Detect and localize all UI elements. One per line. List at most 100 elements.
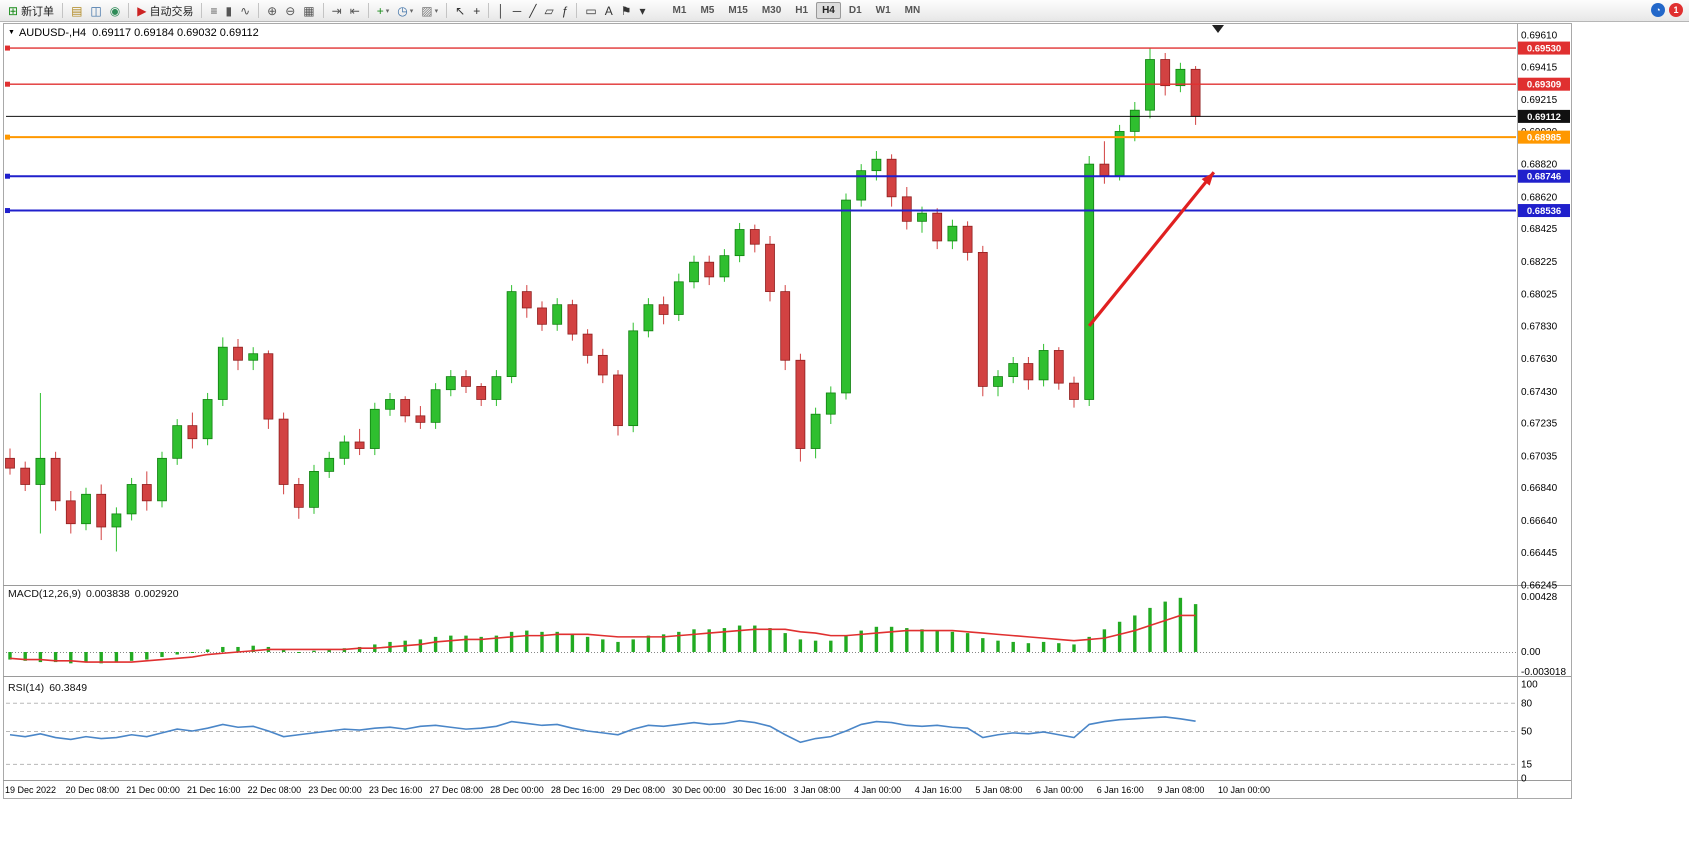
macd-bar [965, 633, 970, 652]
candle [886, 154, 897, 207]
candle [476, 383, 487, 407]
auto-scroll-icon[interactable]: ⇥ [328, 1, 346, 21]
price-tick-label: 0.69215 [1521, 95, 1558, 106]
objects-dropdown-icon[interactable]: ▾ [636, 1, 650, 21]
cursor-icon[interactable]: ↖ [451, 1, 469, 21]
shapes-icon[interactable]: ▭ [581, 1, 600, 21]
rsi-scale-label: 50 [1521, 727, 1533, 738]
rsi-value: 60.3849 [49, 682, 88, 694]
macd-bar [616, 641, 620, 652]
horizontal-line-icon: ─ [512, 3, 522, 18]
line-handle[interactable] [5, 134, 10, 140]
notification-badge[interactable]: 1 [1669, 3, 1683, 17]
timeframe-m15[interactable]: M15 [728, 5, 748, 16]
timeframe-m30[interactable]: M30 [761, 5, 782, 16]
candle [734, 222, 745, 263]
price-tag-label: 0.69530 [1527, 44, 1561, 55]
toolbar: ⊞ 新订单 ▤ ◫ ◉ ▶ 自动交易 ≡ ▮ ∿ ⊕ ⊖ ▦ ⇥ ⇤ + ▾ ◷ ▾ ▨ ▾ ↖ + │ ─ ╱ ▱ ƒ ▭ A ⚑ ▾ M1 M… [0, 0, 1689, 22]
macd-bar [8, 652, 12, 660]
macd-bar [753, 625, 757, 652]
macd-signal-value: 0.002920 [134, 588, 179, 600]
indicators-button[interactable]: + ▾ [373, 1, 394, 21]
toolbar-status-area: ◔ 1 [1651, 3, 1683, 17]
price-tick-label: 0.67235 [1521, 419, 1558, 430]
trendline-icon[interactable]: ╱ [525, 1, 540, 21]
zoom-in-icon[interactable]: ⊕ [263, 1, 281, 21]
text-icon[interactable]: A [601, 1, 617, 21]
periods-button[interactable]: ◷ ▾ [393, 1, 417, 21]
fibonacci-icon[interactable]: ƒ [558, 1, 573, 21]
server-connection-icon[interactable]: ◔ [1651, 3, 1665, 17]
line-chart-icon: ∿ [240, 3, 251, 18]
auto-trading-button[interactable]: ▶ 自动交易 [133, 1, 197, 21]
macd-bar [494, 635, 499, 652]
market-watch-icon[interactable]: ◉ [106, 1, 124, 21]
crosshair-icon[interactable]: + [469, 1, 484, 21]
timeframe-d1[interactable]: D1 [848, 5, 862, 16]
vertical-line-icon[interactable]: │ [493, 1, 509, 21]
new-order-button[interactable]: ⊞ 新订单 [4, 1, 58, 21]
macd-bar [935, 630, 939, 652]
line-chart-icon[interactable]: ∿ [236, 1, 254, 21]
chart-shift-marker[interactable] [1212, 25, 1224, 33]
time-axis-label: 28 Dec 16:00 [551, 785, 605, 795]
chevron-down-icon: ▾ [385, 7, 390, 15]
time-axis-label: 27 Dec 08:00 [430, 785, 484, 795]
chart-window-icon: ▤ [71, 3, 83, 18]
macd-bar [768, 628, 772, 652]
macd-bar [601, 639, 605, 652]
macd-bar [874, 626, 879, 652]
chart-collapse-icon[interactable]: ▼ [8, 29, 15, 36]
time-axis-label: 20 Dec 08:00 [66, 785, 120, 795]
arrow-tools-icon: ⚑ [620, 3, 632, 18]
candle [126, 477, 137, 521]
timeframe-m1[interactable]: M1 [672, 5, 687, 16]
rsi-name: RSI(14) [8, 682, 45, 694]
chart-window-icon[interactable]: ▤ [67, 1, 86, 21]
line-handle[interactable] [5, 81, 10, 87]
trend-arrow[interactable] [1087, 171, 1216, 327]
candle [385, 392, 395, 416]
candle [977, 245, 988, 397]
auto-trading-icon: ▶ [137, 3, 147, 18]
profile-icon[interactable]: ◫ [86, 1, 105, 21]
price-tick-label: 0.68620 [1521, 192, 1558, 203]
macd-bar [677, 631, 681, 652]
macd-bar [829, 640, 833, 652]
timeframe-mn[interactable]: MN [904, 5, 921, 16]
horizontal-line-icon[interactable]: ─ [509, 1, 526, 21]
indicators-icon: + [376, 3, 384, 18]
chart-shift-icon[interactable]: ⇤ [346, 1, 364, 21]
timeframe-h4[interactable]: H4 [816, 2, 841, 19]
macd-bar [707, 629, 711, 652]
timeframe-h1[interactable]: H1 [795, 5, 809, 16]
candles-layer [5, 48, 1201, 552]
line-handle[interactable] [5, 45, 10, 51]
macd-bar [357, 646, 362, 652]
candle [415, 406, 426, 429]
tile-windows-icon[interactable]: ▦ [299, 1, 318, 21]
symbol-period-label: AUDUSD-,H4 [18, 27, 87, 39]
text-icon: A [604, 3, 613, 18]
price-tag-label: 0.68985 [1527, 133, 1562, 144]
templates-button[interactable]: ▨ ▾ [417, 1, 442, 21]
candle [50, 451, 61, 511]
timeframe-w1[interactable]: W1 [875, 5, 891, 16]
zoom-out-icon[interactable]: ⊖ [281, 1, 299, 21]
bar-chart-icon[interactable]: ≡ [206, 1, 221, 21]
channel-icon[interactable]: ▱ [540, 1, 557, 21]
arrow-tools-icon[interactable]: ⚑ [617, 1, 636, 21]
candle [157, 451, 167, 508]
candle [400, 396, 411, 423]
candle [597, 348, 608, 384]
line-handle[interactable] [5, 208, 10, 214]
line-handle[interactable] [5, 173, 10, 179]
candle [1008, 356, 1019, 384]
candle [582, 329, 593, 364]
price-tick-label: 0.69610 [1521, 31, 1558, 42]
candle [704, 255, 715, 286]
time-axis-label: 23 Dec 16:00 [369, 785, 423, 795]
candlestick-chart-icon[interactable]: ▮ [221, 1, 236, 21]
timeframe-m5[interactable]: M5 [700, 5, 715, 16]
